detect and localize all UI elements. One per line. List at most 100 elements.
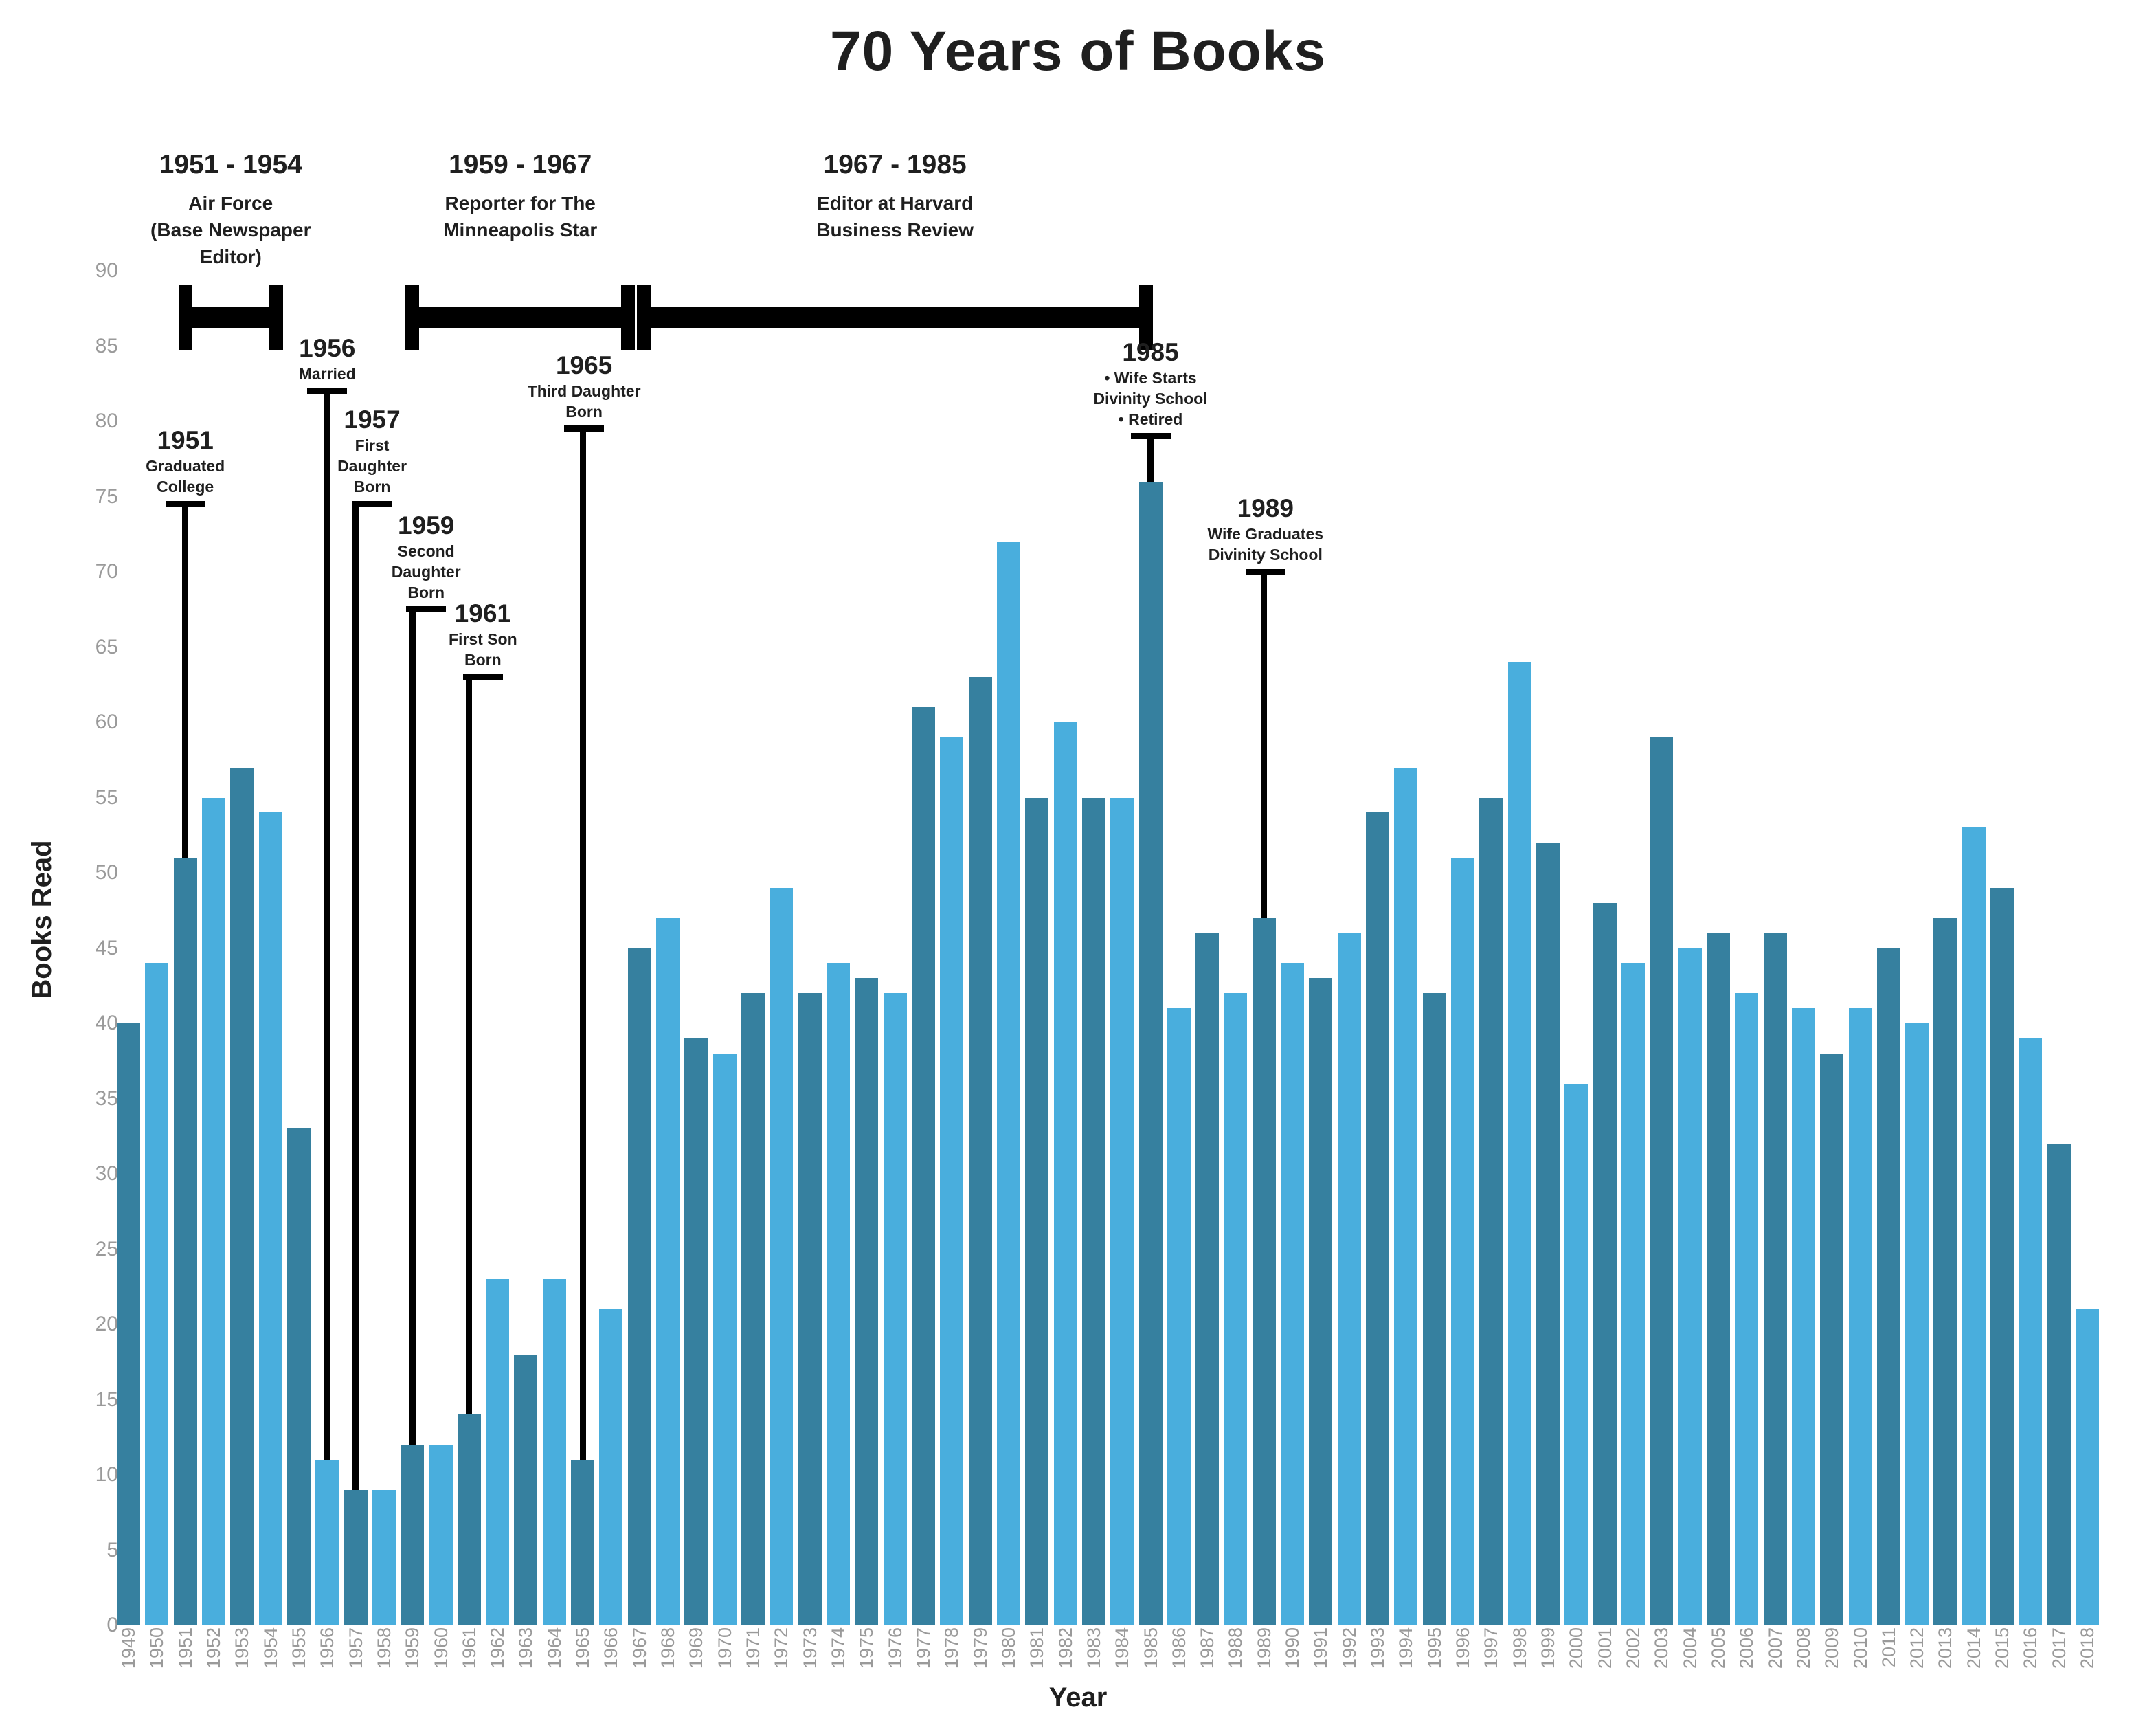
period-span-1	[412, 307, 629, 328]
bar-2009	[1820, 1053, 1844, 1625]
event-text-1956: 1956 Married	[298, 334, 356, 383]
y-tick-label-90: 90	[95, 259, 118, 282]
bar-1970	[712, 1053, 737, 1625]
y-tick-label-80: 80	[95, 410, 118, 432]
x-tick-label-1993: 1993	[1367, 1627, 1389, 1669]
event-line-1956	[324, 391, 330, 1460]
period-span-0-cap-1	[269, 285, 283, 350]
event-cap-1951	[165, 500, 205, 507]
x-tick-label-1981: 1981	[1026, 1627, 1048, 1669]
period-span-1-cap-1	[621, 285, 636, 350]
y-tick-label-5: 5	[106, 1538, 118, 1561]
x-tick-label-2007: 2007	[1764, 1627, 1786, 1669]
bar-1977	[911, 707, 935, 1625]
period-span-2-cap-1	[1139, 285, 1154, 350]
bar-1994	[1394, 767, 1418, 1625]
bar-1998	[1507, 662, 1531, 1625]
y-tick-label-60: 60	[95, 711, 118, 733]
x-tick-label-1982: 1982	[1055, 1627, 1076, 1669]
bar-1973	[798, 993, 822, 1625]
x-tick-label-1992: 1992	[1338, 1627, 1360, 1669]
x-tick-label-1980: 1980	[998, 1627, 1019, 1669]
x-tick-label-1991: 1991	[1310, 1627, 1332, 1669]
y-tick-label-70: 70	[95, 560, 118, 583]
x-tick-label-2011: 2011	[1878, 1627, 1899, 1668]
period-desc-1: Reporter for The Minneapolis Star	[443, 192, 598, 241]
bar-2002	[1621, 963, 1645, 1625]
event-text-1985: 1985 • Wife Starts Divinity School • Retire…	[1093, 337, 1208, 428]
bar-1975	[855, 978, 879, 1625]
x-tick-label-1972: 1972	[771, 1627, 792, 1669]
x-tick-label-1998: 1998	[1509, 1627, 1530, 1669]
x-tick-label-2018: 2018	[2077, 1627, 2098, 1669]
bar-1956	[315, 1460, 339, 1625]
bar-1984	[1110, 797, 1134, 1625]
x-tick-label-1963: 1963	[515, 1627, 537, 1669]
event-line-1985	[1147, 436, 1154, 482]
bar-1968	[656, 917, 680, 1625]
x-tick-label-2004: 2004	[1679, 1627, 1700, 1669]
x-tick-label-2002: 2002	[1622, 1627, 1643, 1669]
event-text-1951: 1951 Graduated College	[146, 426, 225, 496]
period-span-2-cap-0	[636, 285, 651, 350]
x-tick-label-2008: 2008	[1793, 1627, 1814, 1669]
bar-2003	[1650, 737, 1674, 1625]
bar-2001	[1593, 902, 1617, 1625]
bar-1966	[599, 1309, 623, 1625]
x-tick-label-1996: 1996	[1452, 1627, 1474, 1669]
x-tick-label-1983: 1983	[1083, 1627, 1104, 1669]
x-tick-label-1970: 1970	[714, 1627, 735, 1669]
event-cap-1957	[352, 500, 392, 507]
x-tick-label-1961: 1961	[458, 1627, 480, 1669]
x-tick-label-1988: 1988	[1225, 1627, 1246, 1669]
bar-1990	[1281, 963, 1305, 1625]
x-tick-label-1969: 1969	[686, 1627, 707, 1669]
event-text-1957: 1957 First Daughter Born	[337, 405, 407, 496]
bar-1949	[117, 1023, 140, 1625]
bar-1951	[173, 858, 197, 1625]
x-tick-label-1954: 1954	[260, 1627, 281, 1669]
event-line-1951	[182, 504, 189, 858]
bar-1974	[827, 963, 850, 1625]
y-tick-label-85: 85	[95, 334, 118, 357]
bar-2000	[1564, 1083, 1588, 1625]
x-tick-label-1976: 1976	[884, 1627, 906, 1669]
bar-2006	[1735, 993, 1759, 1625]
x-tick-label-1979: 1979	[969, 1627, 991, 1669]
bar-2004	[1678, 948, 1702, 1625]
event-cap-1965	[564, 425, 605, 432]
x-tick-label-2001: 2001	[1594, 1627, 1615, 1669]
x-tick-label-1995: 1995	[1424, 1627, 1445, 1669]
y-tick-label-35: 35	[95, 1087, 118, 1110]
bar-1958	[372, 1489, 396, 1625]
x-tick-label-1984: 1984	[1112, 1627, 1133, 1669]
x-tick-label-1987: 1987	[1197, 1627, 1218, 1669]
event-cap-1989	[1245, 568, 1285, 575]
bar-1953	[230, 767, 254, 1625]
bar-1964	[542, 1279, 566, 1625]
x-tick-label-2016: 2016	[2020, 1627, 2041, 1669]
bar-1997	[1479, 797, 1503, 1625]
x-tick-label-1989: 1989	[1253, 1627, 1274, 1669]
period-label-2: 1967 - 1985	[823, 150, 967, 179]
y-tick-label-75: 75	[95, 485, 118, 508]
bar-2013	[1933, 917, 1957, 1625]
x-tick-label-1964: 1964	[543, 1627, 565, 1669]
period-span-2	[643, 307, 1147, 328]
bar-1962	[486, 1279, 510, 1625]
x-tick-label-1967: 1967	[629, 1627, 650, 1669]
y-tick-label-45: 45	[95, 936, 118, 959]
event-cap-1985	[1130, 433, 1171, 440]
x-tick-label-1994: 1994	[1395, 1627, 1417, 1669]
x-tick-label-1953: 1953	[232, 1627, 253, 1669]
x-tick-label-1985: 1985	[1140, 1627, 1161, 1669]
bar-2007	[1763, 933, 1787, 1625]
bar-1971	[741, 993, 765, 1625]
event-line-1965	[579, 428, 586, 1460]
y-tick-label-25: 25	[95, 1237, 118, 1260]
x-tick-label-2000: 2000	[1566, 1627, 1587, 1669]
bar-1999	[1536, 843, 1560, 1625]
x-tick-label-1977: 1977	[912, 1627, 934, 1669]
bar-1952	[201, 797, 225, 1625]
